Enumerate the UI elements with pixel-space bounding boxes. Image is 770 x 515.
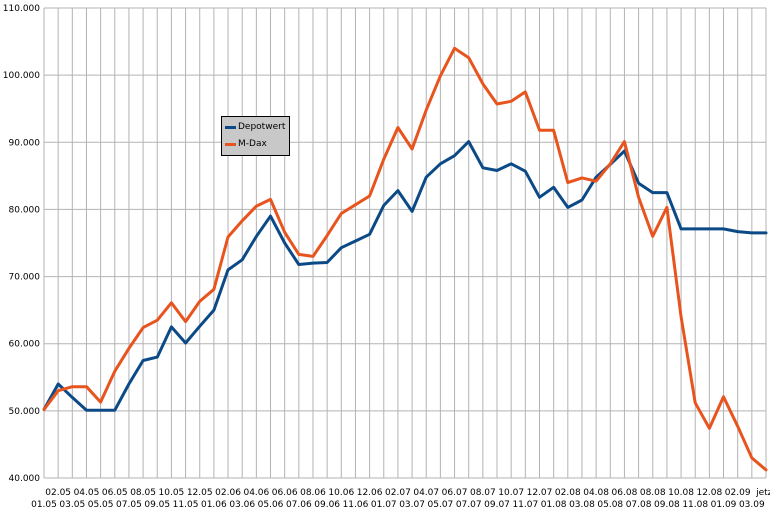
y-tick-label: 100.000 xyxy=(3,71,40,81)
x-tick-label: 10.05 xyxy=(159,488,185,498)
x-tick-label: 12.07 xyxy=(527,488,553,498)
y-axis-tick-labels: 40.000 50.000 60.000 70.000 80.000 90.000 100.… xyxy=(3,4,40,484)
x-tick-label: 12.08 xyxy=(696,488,722,498)
x-tick-label: 04.05 xyxy=(74,488,100,498)
x-tick-label: jetzt xyxy=(755,488,770,498)
x-tick-label: 02.09 xyxy=(725,488,751,498)
y-tick-label: 60.000 xyxy=(9,340,41,350)
y-tick-label: 40.000 xyxy=(9,474,41,484)
x-tick-label: 03.06 xyxy=(229,500,255,510)
x-tick-label: 05.08 xyxy=(597,500,623,510)
x-tick-label: 08.08 xyxy=(640,488,666,498)
x-tick-label: 04.06 xyxy=(243,488,269,498)
x-tick-label: 01.09 xyxy=(711,500,737,510)
x-tick-label: 07.05 xyxy=(116,500,142,510)
x-axis-tick-labels: 01.05 02.05 03.05 04.05 05.05 06.05 07.05 08.05… xyxy=(31,488,770,510)
x-tick-label: 09.06 xyxy=(314,500,340,510)
x-tick-label: 09.08 xyxy=(654,500,680,510)
vertical-gridlines xyxy=(43,8,767,478)
y-tick-label: 80.000 xyxy=(9,205,41,215)
x-tick-label: 08.05 xyxy=(130,488,156,498)
legend: Depotwert M-Dax xyxy=(221,116,290,156)
series-line-depotwert xyxy=(42,140,768,412)
x-tick-label: 10.06 xyxy=(328,488,354,498)
horizontal-gridlines xyxy=(44,7,766,479)
series-lines xyxy=(42,46,768,472)
legend-swatch-m-dax xyxy=(225,142,236,146)
x-tick-label: 11.05 xyxy=(173,500,199,510)
x-tick-label: 06.06 xyxy=(272,488,298,498)
x-tick-label: 03.09 xyxy=(739,500,765,510)
y-tick-label: 70.000 xyxy=(9,273,41,283)
x-tick-label: 02.05 xyxy=(45,488,71,498)
x-tick-label: 05.06 xyxy=(258,500,284,510)
x-tick-label: 09.05 xyxy=(144,500,170,510)
x-tick-label: 11.08 xyxy=(682,500,708,510)
x-tick-label: 03.07 xyxy=(399,500,425,510)
x-tick-label: 12.06 xyxy=(357,488,383,498)
y-tick-label: 110.000 xyxy=(3,4,40,14)
y-tick-label: 90.000 xyxy=(9,138,41,148)
x-tick-label: 06.05 xyxy=(102,488,128,498)
x-tick-label: 10.07 xyxy=(498,488,524,498)
x-tick-label: 07.06 xyxy=(286,500,312,510)
x-tick-label: 12.05 xyxy=(187,488,213,498)
y-tick-label: 50.000 xyxy=(9,407,41,417)
legend-entry-m-dax: M-Dax xyxy=(225,137,267,151)
x-tick-label: 06.08 xyxy=(612,488,638,498)
x-tick-label: 02.06 xyxy=(215,488,241,498)
x-tick-label: 03.08 xyxy=(569,500,595,510)
x-tick-label: 11.07 xyxy=(512,500,538,510)
x-tick-label: 08.07 xyxy=(470,488,496,498)
x-tick-label: 07.07 xyxy=(456,500,482,510)
x-tick-label: 02.07 xyxy=(385,488,411,498)
x-tick-label: 05.07 xyxy=(428,500,454,510)
x-tick-label: 01.06 xyxy=(201,500,227,510)
x-tick-label: 11.06 xyxy=(343,500,369,510)
x-tick-label: 06.07 xyxy=(442,488,468,498)
x-tick-label: 05.05 xyxy=(88,500,114,510)
legend-label-m-dax: M-Dax xyxy=(238,139,267,149)
x-tick-label: 01.07 xyxy=(371,500,397,510)
x-tick-label: 08.06 xyxy=(300,488,326,498)
x-tick-label: 09.07 xyxy=(484,500,510,510)
x-tick-label: 01.05 xyxy=(31,500,57,510)
legend-label-depotwert: Depotwert xyxy=(238,122,286,132)
x-tick-label: 10.08 xyxy=(668,488,694,498)
x-tick-label: 07.08 xyxy=(626,500,652,510)
x-tick-label: 04.08 xyxy=(583,488,609,498)
x-tick-label: 03.05 xyxy=(59,500,85,510)
series-line-m-dax xyxy=(42,46,768,472)
x-tick-label: 01.08 xyxy=(541,500,567,510)
x-tick-label: 02.08 xyxy=(555,488,581,498)
legend-swatch-depotwert xyxy=(225,125,236,129)
legend-entry-depotwert: Depotwert xyxy=(225,120,285,134)
x-tick-label: 04.07 xyxy=(413,488,439,498)
